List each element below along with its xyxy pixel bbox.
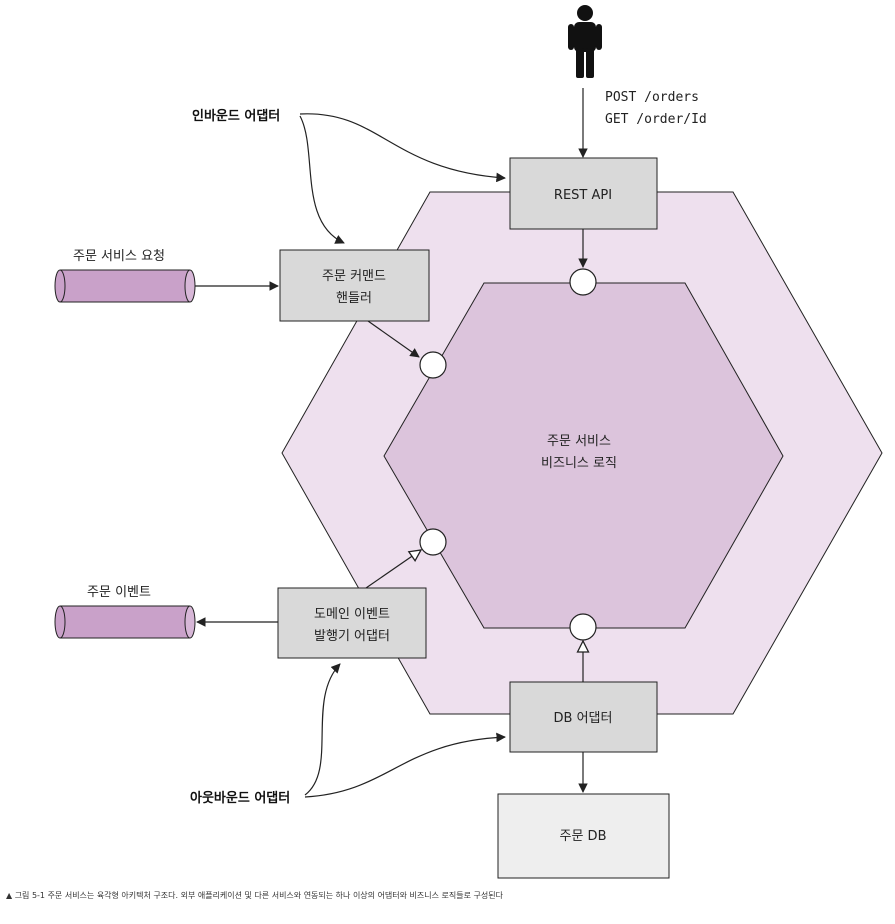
port-left-upper <box>419 351 447 379</box>
port-top <box>569 268 597 296</box>
event-publisher-to-port-arrow <box>365 550 421 589</box>
inner-hexagon <box>383 282 784 629</box>
event-channel <box>54 605 196 639</box>
rest-api-label: REST API <box>554 188 612 203</box>
command-handler-line-2: 핸들러 <box>336 290 372 306</box>
outbound-pointer-db-adapter <box>304 732 506 798</box>
command-handler-to-port-arrow <box>367 320 420 358</box>
inbound-pointer-rest-api <box>299 113 506 183</box>
port-left-lower <box>419 528 447 556</box>
port-bottom <box>569 613 597 641</box>
service-request-channel-label: 주문 서비스 요청 <box>73 249 165 264</box>
outbound-pointer-event-publisher <box>304 663 341 796</box>
endpoint-get-order: GET /order/Id <box>605 112 707 127</box>
rest-api-box <box>509 157 658 230</box>
event-publisher-line-1: 도메인 이벤트 <box>314 607 390 622</box>
command-handler-line-1: 주문 커맨드 <box>322 269 386 284</box>
database-label: 주문 DB <box>560 829 607 844</box>
event-publisher-line-2: 발행기 어댑터 <box>314 628 390 644</box>
inbound-adapter-label: 인바운드 어댑터 <box>192 108 280 124</box>
event-publisher-box <box>277 587 427 659</box>
event-channel-label: 주문 이벤트 <box>87 585 151 600</box>
inbound-pointer-command-handler <box>299 115 345 244</box>
user-icon <box>568 5 602 78</box>
business-logic-line-1: 주문 서비스 <box>547 434 611 449</box>
db-adapter-label: DB 어댑터 <box>554 711 613 726</box>
service-request-channel <box>54 269 196 303</box>
figure-caption: ▲ 그림 5-1 주문 서비스는 육각형 아키텍처 구조다. 외부 애플리케이션… <box>6 890 504 900</box>
endpoint-post-orders: POST /orders <box>605 90 699 105</box>
database-box <box>497 793 670 879</box>
outbound-adapter-label: 아웃바운드 어댑터 <box>190 790 290 806</box>
command-handler-box <box>279 249 430 322</box>
business-logic-line-2: 비즈니스 로직 <box>541 456 617 471</box>
